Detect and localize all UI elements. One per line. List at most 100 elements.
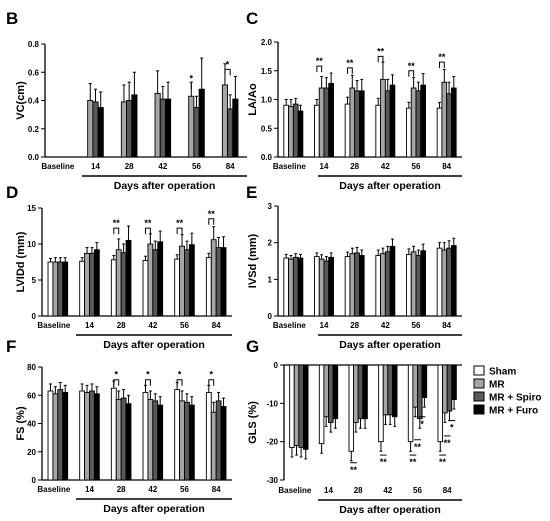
bar-mr-furo-14 — [93, 393, 100, 481]
bar-mr-spiro-56 — [184, 249, 190, 317]
x-tick-label: 84 — [442, 162, 451, 171]
bar-mr-furo-14 — [97, 107, 104, 158]
bar-mr-84 — [210, 411, 217, 481]
bar-mr-84 — [441, 81, 448, 158]
y-tick-label: -10 — [266, 399, 278, 408]
legend-swatch — [473, 391, 485, 402]
bar-mr-28 — [120, 101, 128, 158]
x-tick-label: 14 — [85, 485, 94, 494]
bar-mr-spiro-42 — [387, 364, 393, 416]
y-tick-label: 0 — [268, 312, 273, 321]
bar-mr-spiro-14 — [328, 364, 334, 423]
bar-mr-28 — [353, 364, 359, 423]
legend-swatch — [473, 378, 485, 389]
significance-bracket — [144, 227, 151, 235]
y-tick-label: 2.0 — [261, 38, 273, 47]
significance-marker: * — [420, 419, 424, 429]
x-tick-label: 42 — [381, 162, 390, 171]
bar-mr-28 — [115, 399, 122, 481]
bar-mr-spiro-baseline — [298, 364, 304, 448]
bar-mr-42 — [380, 253, 386, 317]
significance-marker: ** — [409, 457, 417, 467]
x-tick-label: 56 — [412, 321, 421, 330]
bar-mr-spiro-84 — [446, 247, 452, 317]
bar-mr-furo-84 — [450, 245, 457, 317]
bar-sham-baseline — [283, 257, 290, 317]
bar-sham-84 — [436, 107, 443, 158]
significance-marker: ** — [438, 52, 446, 62]
y-tick-label: 0.6 — [28, 68, 40, 77]
bar-mr-spiro-42 — [159, 98, 166, 158]
y-tick-label: 0 — [32, 476, 37, 485]
bar-mr-furo-56 — [198, 88, 205, 158]
bar-mr-furo-56 — [420, 84, 426, 158]
significance-marker: ** — [176, 218, 184, 228]
bar-mr-furo-baseline — [302, 364, 309, 450]
bar-mr-furo-56 — [188, 404, 195, 481]
y-tick-label: 40 — [27, 420, 36, 429]
x-tick-label: 42 — [148, 321, 157, 330]
bar-sham-14 — [314, 104, 320, 158]
y-tick-label: 0.0 — [261, 153, 273, 162]
bar-mr-84 — [221, 84, 229, 158]
x-tick-label: Baseline — [37, 321, 70, 330]
significance-marker: * — [226, 59, 230, 69]
bar-mr-28 — [349, 87, 356, 158]
bar-sham-baseline — [289, 364, 295, 448]
bar-mr-furo-42 — [157, 241, 164, 317]
x-axis-label: Days after operation — [114, 180, 216, 192]
significance-marker: * — [115, 370, 119, 380]
significance-marker: * — [190, 74, 194, 84]
bar-mr-furo-56 — [188, 244, 195, 317]
bar-sham-84 — [436, 247, 443, 317]
significance-bracket — [377, 55, 384, 63]
bar-mr-14 — [318, 87, 325, 158]
legend-label: MR — [489, 380, 505, 391]
bar-sham-56 — [406, 253, 412, 317]
x-tick-label: 28 — [117, 321, 126, 330]
bar-mr-56 — [179, 400, 185, 481]
bar-mr-furo-28 — [125, 403, 132, 481]
bar-mr-spiro-28 — [354, 252, 360, 317]
y-axis-label: VC(cm) — [15, 81, 27, 120]
significance-bracket — [408, 70, 415, 77]
bar-mr-spiro-56 — [184, 401, 190, 481]
significance-bracket — [208, 218, 215, 225]
bar-mr-spiro-14 — [92, 101, 99, 158]
bar-mr-spiro-14 — [323, 260, 330, 317]
panel-label: F — [6, 337, 16, 356]
bar-mr-42 — [382, 364, 389, 416]
bar-mr-furo-42 — [391, 364, 398, 418]
bar-sham-56 — [406, 107, 412, 158]
x-tick-label: 84 — [226, 162, 235, 171]
x-tick-label: 56 — [192, 162, 201, 171]
bar-mr-42 — [147, 399, 154, 481]
panel-label: D — [6, 183, 18, 202]
bar-mr-spiro-42 — [384, 90, 391, 158]
bar-mr-furo-baseline — [62, 391, 69, 481]
x-axis-label: Days after operation — [103, 339, 205, 351]
bar-mr-furo-56 — [421, 364, 428, 399]
x-tick-label: 56 — [180, 485, 189, 494]
x-tick-label: 84 — [212, 485, 221, 494]
bar-mr-spiro-28 — [120, 252, 127, 317]
legend-swatch — [473, 365, 485, 376]
bar-mr-furo-14 — [328, 256, 334, 317]
legend-label: MR + Spiro — [489, 393, 542, 404]
bar-mr-furo-28 — [131, 94, 138, 158]
bar-sham-42 — [142, 391, 149, 481]
bar-sham-baseline — [283, 104, 290, 158]
legend-swatch — [473, 404, 485, 415]
y-tick-label: 0 — [32, 312, 37, 321]
bar-sham-14 — [314, 256, 320, 317]
bar-sham-56 — [174, 258, 181, 317]
bar-mr-furo-42 — [164, 98, 172, 158]
bar-mr-spiro-baseline — [57, 389, 64, 481]
bar-mr-84 — [441, 249, 448, 317]
bar-mr-furo-42 — [389, 84, 396, 158]
y-tick-label: 1.0 — [261, 96, 273, 105]
y-tick-label: 15 — [27, 204, 36, 213]
bar-mr-14 — [323, 364, 329, 418]
panel-b: B 0.0 0.2 0.4 0.6 0.8 VC(cm) Baseline 14 28 42 56 84… — [6, 9, 247, 192]
significance-marker: ** — [346, 58, 354, 68]
